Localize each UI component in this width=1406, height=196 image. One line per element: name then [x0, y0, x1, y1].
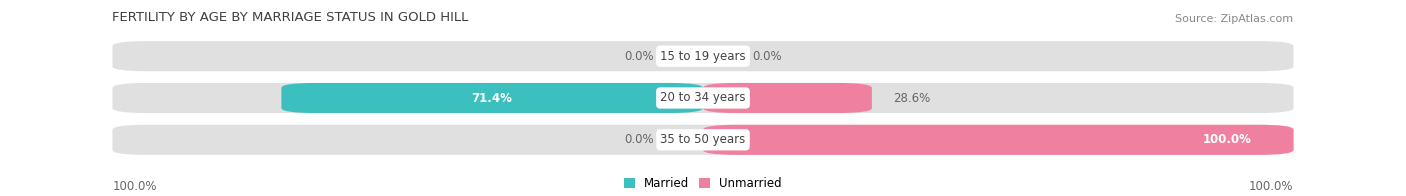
Text: 100.0%: 100.0%: [1249, 180, 1294, 193]
Text: 0.0%: 0.0%: [624, 133, 654, 146]
Text: 0.0%: 0.0%: [752, 50, 782, 63]
Text: FERTILITY BY AGE BY MARRIAGE STATUS IN GOLD HILL: FERTILITY BY AGE BY MARRIAGE STATUS IN G…: [112, 11, 468, 24]
Text: 71.4%: 71.4%: [472, 92, 513, 104]
Text: 28.6%: 28.6%: [893, 92, 931, 104]
Text: 20 to 34 years: 20 to 34 years: [661, 92, 745, 104]
FancyBboxPatch shape: [703, 83, 872, 113]
Text: Source: ZipAtlas.com: Source: ZipAtlas.com: [1175, 14, 1294, 24]
Text: 35 to 50 years: 35 to 50 years: [661, 133, 745, 146]
FancyBboxPatch shape: [112, 41, 1294, 71]
Legend: Married, Unmarried: Married, Unmarried: [624, 177, 782, 190]
FancyBboxPatch shape: [112, 125, 1294, 155]
Text: 0.0%: 0.0%: [624, 50, 654, 63]
FancyBboxPatch shape: [112, 83, 1294, 113]
FancyBboxPatch shape: [281, 83, 703, 113]
Text: 15 to 19 years: 15 to 19 years: [661, 50, 745, 63]
Text: 100.0%: 100.0%: [1202, 133, 1251, 146]
Text: 100.0%: 100.0%: [112, 180, 157, 193]
FancyBboxPatch shape: [703, 125, 1294, 155]
